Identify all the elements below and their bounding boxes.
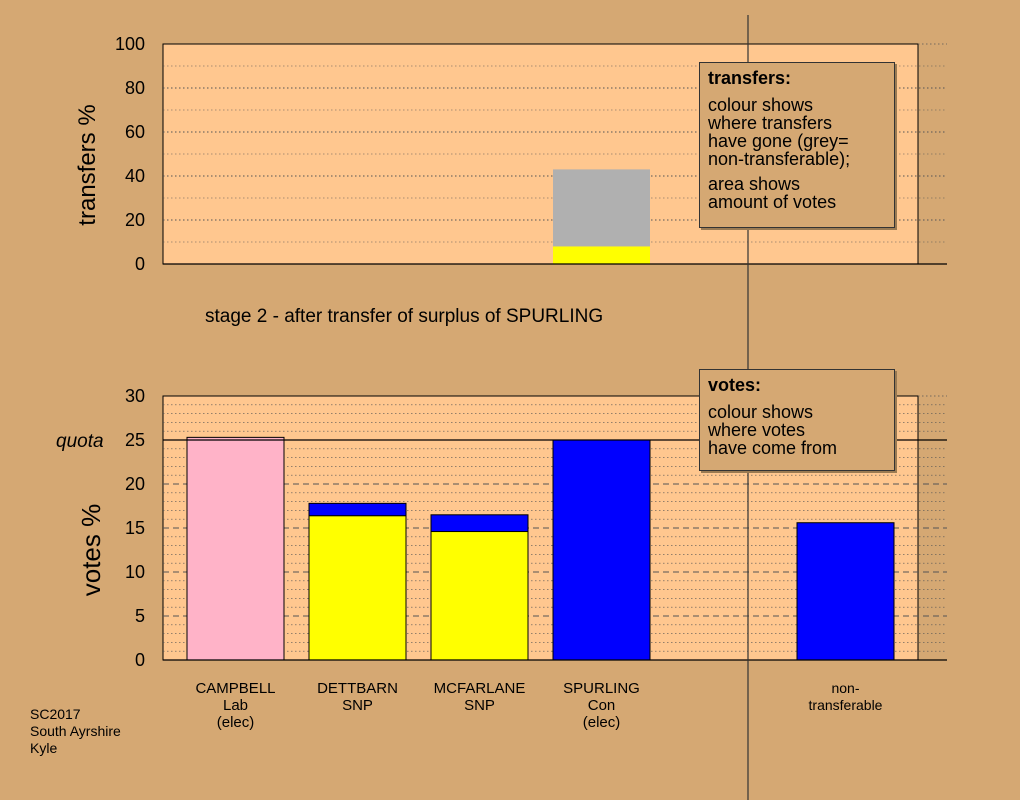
stage-title: stage 2 - after transfer of surplus of S… — [205, 306, 603, 327]
y-tick-label: 25 — [125, 430, 145, 450]
transfers-legend-text-2: area shows amount of votes — [708, 174, 837, 212]
x-category-label: CAMPBELL Lab (elec) — [195, 680, 275, 731]
bar-segment — [308, 502, 407, 517]
y-tick-label: 80 — [125, 78, 145, 98]
bar-segment — [308, 515, 407, 661]
votes-legend-text: colour shows where votes have come from — [708, 402, 838, 458]
transfers-legend-title: transfers: — [708, 68, 792, 88]
election-footer: SC2017 South Ayrshire Kyle — [30, 706, 121, 756]
y-tick-label: 60 — [125, 122, 145, 142]
votes-legend-box: votes: colour shows where votes have com… — [699, 369, 895, 471]
transfers-legend-box: transfers: colour shows where transfers … — [699, 62, 895, 228]
y-tick-label: 30 — [125, 386, 145, 406]
y-tick-label: 0 — [135, 254, 145, 274]
y-tick-label: 15 — [125, 518, 145, 538]
y-tick-label: 20 — [125, 210, 145, 230]
y-tick-label: 40 — [125, 166, 145, 186]
y-tick-label: 100 — [115, 34, 145, 54]
y-tick-label: 10 — [125, 562, 145, 582]
y-axis-label: transfers % — [74, 104, 101, 225]
y-tick-label: 5 — [135, 606, 145, 626]
bar-segment — [430, 514, 529, 533]
y-axis-label: votes % — [76, 504, 106, 597]
transfers-legend-text-1: colour shows where transfers have gone (… — [708, 95, 851, 169]
quota-label: quota — [56, 431, 104, 452]
bar-segment — [430, 531, 529, 661]
bar-segment — [553, 169, 650, 247]
votes-legend-title: votes: — [708, 375, 762, 395]
bar-segment — [553, 246, 650, 264]
bar-segment — [552, 439, 651, 661]
y-tick-label: 20 — [125, 474, 145, 494]
x-category-label: DETTBARN SNP — [317, 680, 398, 714]
bar-segment — [186, 436, 285, 661]
bar-segment — [796, 522, 895, 661]
x-category-label: non-transferable — [809, 680, 883, 713]
x-category-label: MCFARLANE SNP — [434, 680, 526, 714]
y-tick-label: 0 — [135, 650, 145, 670]
x-category-label: SPURLING Con (elec) — [563, 680, 640, 731]
